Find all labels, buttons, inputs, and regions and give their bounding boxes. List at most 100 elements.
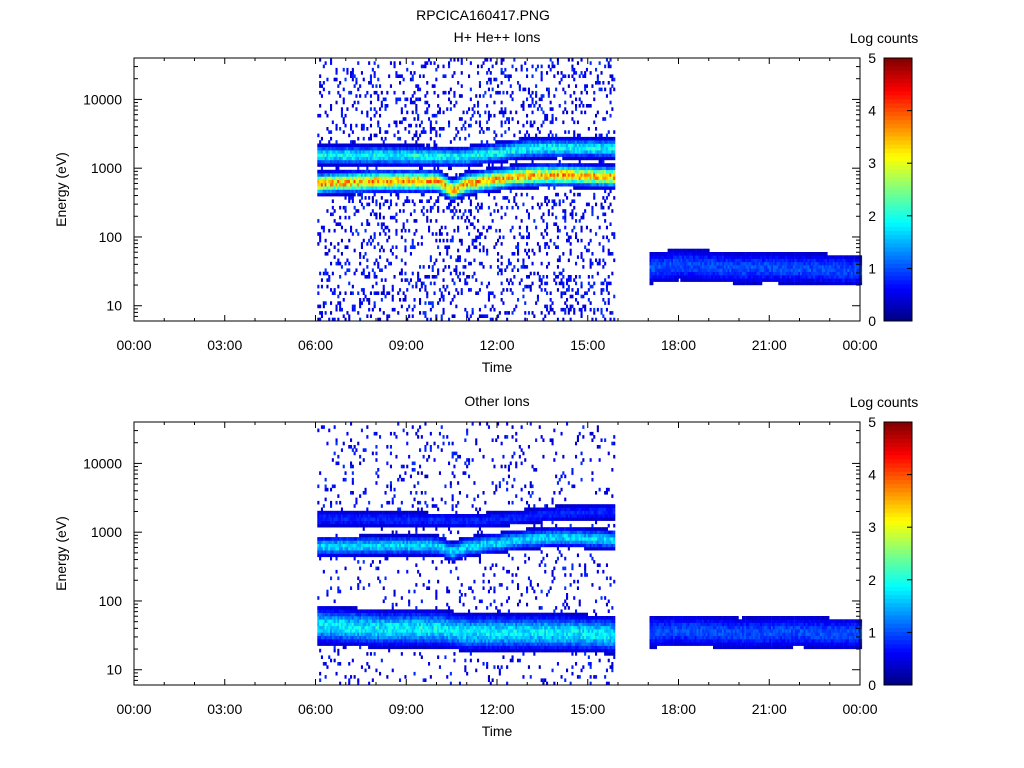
heatmap-cell (491, 150, 494, 154)
heatmap-cell (673, 261, 676, 266)
heatmap-cell (533, 163, 536, 167)
heatmap-cell (566, 146, 569, 151)
heatmap-cell (544, 245, 547, 249)
heatmap-cell (598, 159, 601, 164)
heatmap-cell (776, 271, 779, 276)
heatmap-cell (460, 61, 463, 65)
heatmap-cell (433, 179, 436, 184)
heatmap-cell (495, 156, 498, 161)
heatmap-cell (667, 261, 670, 266)
heatmap-cell (598, 133, 601, 138)
heatmap-cell (319, 238, 322, 243)
heatmap-cell (464, 209, 467, 213)
heatmap-cell (754, 252, 757, 256)
heatmap-cell (366, 179, 369, 184)
heatmap-cell (350, 179, 353, 184)
heatmap-cell (444, 74, 447, 78)
heatmap-cell (346, 163, 349, 167)
heatmap-cell (685, 275, 688, 279)
heatmap-cell (487, 186, 490, 190)
heatmap-cell (776, 252, 779, 256)
heatmap-cell (380, 245, 383, 249)
heatmap-cell (571, 153, 574, 157)
heatmap-cell (536, 143, 539, 148)
heatmap-cell (546, 307, 549, 312)
heatmap-cell (448, 192, 451, 197)
heatmap-cell (678, 268, 681, 272)
heatmap-cell (493, 100, 496, 105)
heatmap-cell (417, 271, 420, 276)
heatmap-cell (506, 169, 509, 174)
heatmap-cell (573, 136, 576, 141)
heatmap-cell (498, 186, 501, 190)
heatmap-cell (760, 265, 763, 269)
heatmap-cell (406, 182, 409, 187)
heatmap-cell (493, 130, 496, 134)
heatmap-cell (698, 255, 701, 259)
heatmap-cell (540, 156, 543, 161)
heatmap-cell (498, 176, 501, 180)
heatmap-cell (386, 225, 389, 230)
heatmap-cell (473, 146, 476, 151)
heatmap-cell (375, 275, 378, 279)
heatmap-cell (676, 248, 679, 253)
heatmap-cell (471, 238, 474, 243)
heatmap-cell (515, 110, 518, 115)
heatmap-cell (517, 166, 520, 171)
heatmap-cell (564, 153, 567, 157)
heatmap-cell (533, 150, 536, 154)
heatmap-cell (429, 205, 432, 210)
heatmap-cell (379, 232, 382, 236)
heatmap-cell (455, 186, 458, 190)
heatmap-cell (511, 176, 514, 180)
heatmap-cell (446, 192, 449, 197)
heatmap-cell (440, 146, 443, 151)
heatmap-cell (478, 242, 481, 246)
heatmap-cell (380, 159, 383, 164)
heatmap-cell (368, 202, 371, 207)
heatmap-cell (424, 94, 427, 98)
heatmap-cell (411, 163, 414, 167)
heatmap-cell (344, 123, 347, 128)
heatmap-cell (562, 252, 565, 256)
heatmap-cell (803, 258, 806, 263)
heatmap-cell (658, 252, 661, 256)
heatmap-cell (449, 140, 452, 144)
heatmap-cell (399, 150, 402, 154)
heatmap-cell (375, 143, 378, 148)
heatmap-cell (703, 252, 706, 256)
heatmap-cell (562, 153, 565, 157)
heatmap-cell (752, 255, 755, 259)
heatmap-cell (538, 179, 541, 184)
heatmap-cell (771, 268, 774, 272)
heatmap-cell (433, 143, 436, 148)
heatmap-cell (598, 143, 601, 148)
heatmap-cell (792, 268, 795, 272)
heatmap-cell (504, 186, 507, 190)
heatmap-cell (596, 182, 599, 187)
heatmap-cell (691, 278, 694, 282)
heatmap-cell (319, 271, 322, 276)
heatmap-cell (320, 284, 323, 289)
heatmap-cell (609, 182, 612, 187)
heatmap-cell (497, 169, 500, 174)
heatmap-cell (500, 133, 503, 138)
heatmap-cell (575, 261, 578, 266)
heatmap-cell (438, 110, 441, 115)
heatmap-cell (544, 314, 547, 318)
heatmap-cell (498, 153, 501, 157)
heatmap-cell (604, 143, 607, 148)
heatmap-cell (604, 117, 607, 121)
heatmap-cell (380, 104, 383, 108)
heatmap-cell (482, 186, 485, 190)
heatmap-cell (524, 150, 527, 154)
heatmap-cell (602, 173, 605, 177)
heatmap-cell (522, 288, 525, 292)
heatmap-cell (611, 84, 614, 88)
heatmap-cell (729, 265, 732, 269)
heatmap-cell (602, 117, 605, 121)
heatmap-cell (322, 225, 325, 230)
heatmap-cell (357, 169, 360, 174)
heatmap-cell (526, 150, 529, 154)
heatmap-cell (393, 173, 396, 177)
